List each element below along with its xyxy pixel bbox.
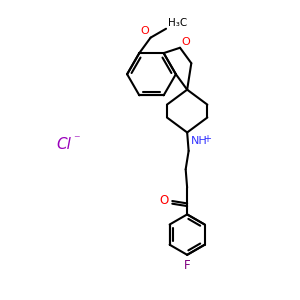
Text: H₃C: H₃C bbox=[167, 17, 187, 28]
Text: +: + bbox=[203, 134, 211, 144]
Text: O: O bbox=[160, 194, 169, 207]
Text: O: O bbox=[141, 26, 149, 37]
Text: F: F bbox=[184, 259, 190, 272]
Text: Cl: Cl bbox=[56, 136, 71, 152]
Text: ⁻: ⁻ bbox=[73, 133, 80, 146]
Text: NH: NH bbox=[191, 136, 208, 146]
Text: O: O bbox=[182, 37, 190, 46]
